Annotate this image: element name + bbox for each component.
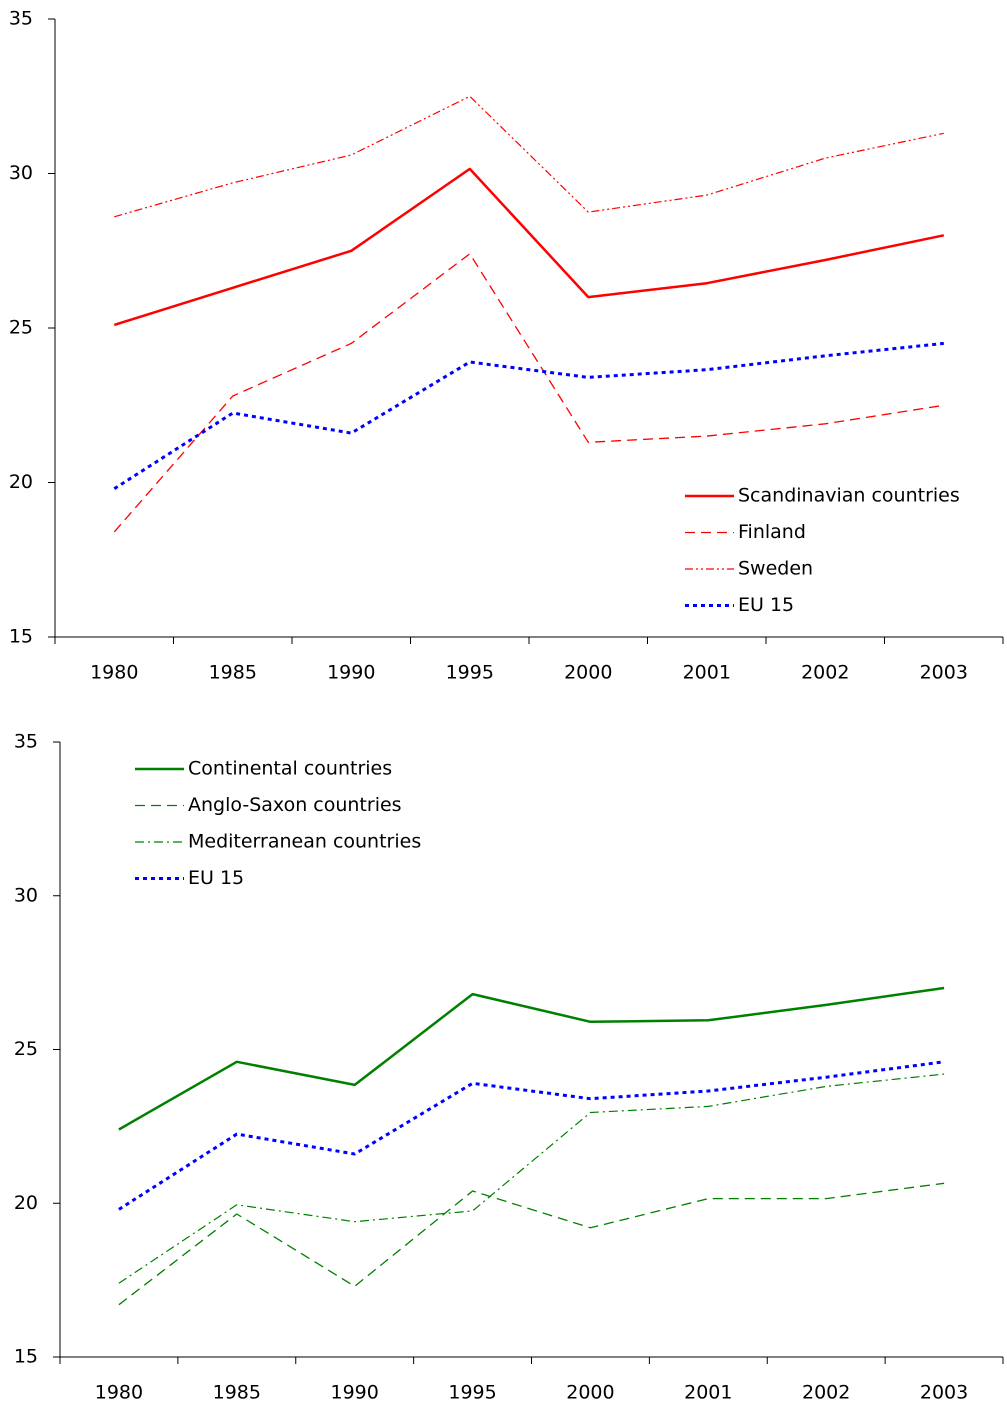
series-line bbox=[118, 986, 945, 1131]
x-tick-label: 1995 bbox=[448, 1382, 496, 1404]
legend-label: Sweden bbox=[738, 558, 813, 580]
x-tick-label: 1985 bbox=[209, 662, 257, 684]
y-tick-label: 25 bbox=[9, 317, 33, 339]
series-line bbox=[118, 1060, 945, 1211]
x-tick-label: 1980 bbox=[90, 662, 138, 684]
legend-label: Anglo-Saxon countries bbox=[188, 794, 402, 816]
y-tick-label: 25 bbox=[14, 1038, 38, 1060]
chart: 15 20 25 30 35 1980 1985 1990 1995 2000 2001 2002 20… bbox=[14, 731, 1004, 1404]
x-tick-label: 2001 bbox=[684, 1382, 732, 1404]
y-tick-label: 15 bbox=[14, 1346, 38, 1368]
legend-label: Mediterranean countries bbox=[188, 831, 421, 853]
x-tick-label: 1990 bbox=[327, 662, 375, 684]
x-tick-label: 1980 bbox=[95, 1382, 143, 1404]
y-tick-label: 20 bbox=[9, 471, 33, 493]
series-line bbox=[113, 253, 944, 533]
x-tick-label: 2000 bbox=[566, 1382, 614, 1404]
legend-label: EU 15 bbox=[188, 867, 244, 889]
x-tick-label: 2001 bbox=[683, 662, 731, 684]
legend-label: EU 15 bbox=[738, 594, 794, 616]
series-line bbox=[113, 341, 944, 490]
y-tick-label: 30 bbox=[9, 162, 33, 184]
x-tick-label: 1985 bbox=[213, 1382, 261, 1404]
chart: 15 20 25 30 35 1980 1985 1990 1995 2000 2001 2002 20… bbox=[9, 8, 1004, 684]
x-tick-label: 2003 bbox=[920, 662, 968, 684]
x-tick-label: 1995 bbox=[446, 662, 494, 684]
series-line bbox=[118, 1182, 945, 1306]
y-tick-label: 20 bbox=[14, 1192, 38, 1214]
series-line bbox=[118, 1073, 945, 1284]
legend-label: Finland bbox=[738, 521, 806, 543]
x-tick-label: 2000 bbox=[564, 662, 612, 684]
y-tick-label: 15 bbox=[9, 626, 33, 648]
y-tick-label: 35 bbox=[14, 731, 38, 753]
legend-label: Scandinavian countries bbox=[738, 485, 960, 507]
series-line bbox=[113, 167, 945, 327]
legend-label: Continental countries bbox=[188, 758, 392, 780]
x-tick-label: 1990 bbox=[331, 1382, 379, 1404]
x-tick-label: 2002 bbox=[801, 662, 849, 684]
series-line bbox=[114, 95, 944, 218]
x-tick-label: 2002 bbox=[802, 1382, 850, 1404]
y-tick-label: 35 bbox=[9, 8, 33, 30]
x-tick-label: 2003 bbox=[920, 1382, 968, 1404]
y-tick-label: 30 bbox=[14, 884, 38, 906]
